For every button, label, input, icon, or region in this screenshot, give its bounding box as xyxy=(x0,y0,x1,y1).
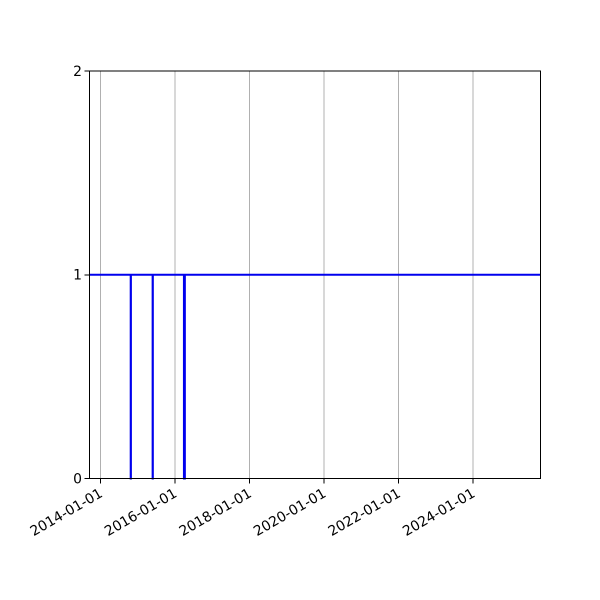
x-tick-label: 2020-01-01 xyxy=(251,486,329,540)
x-tick-label: 2016-01-01 xyxy=(102,486,180,540)
y-tick-label: 1 xyxy=(73,268,82,284)
y-tick-label: 2 xyxy=(73,64,82,80)
tick-label-layer: 2014-01-012016-01-012018-01-012020-01-01… xyxy=(28,64,478,540)
x-tick-label: 2014-01-01 xyxy=(28,486,106,540)
x-tick-label: 2022-01-01 xyxy=(326,486,404,540)
axes-layer xyxy=(84,70,541,484)
y-tick-label: 0 xyxy=(73,471,82,487)
x-tick-label: 2018-01-01 xyxy=(177,486,255,540)
x-tick-label: 2024-01-01 xyxy=(400,486,478,540)
